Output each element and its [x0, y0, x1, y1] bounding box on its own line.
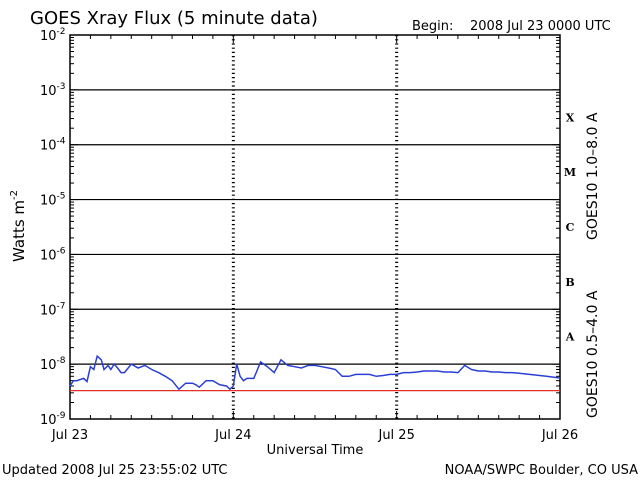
y-tick-exponent: -5	[57, 192, 66, 202]
grid-lines	[70, 35, 560, 419]
y-tick-exponent: -6	[57, 246, 66, 256]
flare-class-label: M	[564, 166, 576, 179]
begin-value: 2008 Jul 23 0000 UTC	[470, 19, 611, 34]
y-axis-label-exponent: -2	[9, 190, 20, 200]
y-tick-label: 10-6	[40, 246, 66, 263]
x-tick-label: Jul 23	[51, 428, 88, 443]
y-tick-exponent: -9	[57, 411, 66, 421]
flare-class-label: B	[565, 276, 574, 289]
y-tick-base: 10	[40, 248, 57, 263]
legend-short-channel: GOES10 0.5–4.0 A	[585, 290, 601, 418]
y-tick-label: 10-3	[40, 82, 66, 99]
x-tick-label: Jul 24	[214, 428, 251, 443]
y-tick-base: 10	[40, 84, 57, 99]
y-tick-base: 10	[40, 358, 57, 373]
x-tick-label: Jul 26	[541, 428, 578, 443]
flare-class-label: X	[566, 111, 575, 124]
y-tick-base: 10	[40, 139, 57, 154]
y-tick-base: 10	[40, 413, 57, 428]
begin-label: Begin:	[412, 19, 453, 34]
y-axis-label: Watts m-2	[9, 190, 28, 262]
y-tick-exponent: -3	[57, 82, 66, 92]
flare-class-label: A	[565, 331, 575, 344]
y-tick-base: 10	[40, 303, 57, 318]
updated-timestamp: Updated 2008 Jul 25 23:55:02 UTC	[2, 463, 227, 478]
y-tick-label: 10-2	[40, 27, 66, 44]
y-axis-label-text: Watts m	[10, 200, 28, 262]
x-axis-ticks: Jul 23 Jul 24 Jul 25 Jul 26	[51, 35, 578, 443]
y-tick-base: 10	[40, 29, 57, 44]
y-tick-exponent: -8	[57, 356, 66, 366]
y-tick-exponent: -2	[57, 27, 66, 37]
y-tick-label: 10-8	[40, 356, 66, 373]
legend-long-channel: GOES10 1.0–8.0 A	[585, 112, 601, 240]
flare-class-labels: A B C M X	[564, 111, 576, 343]
y-tick-label: 10-4	[40, 137, 66, 154]
y-tick-label: 10-5	[40, 192, 66, 209]
y-tick-label: 10-7	[40, 301, 66, 318]
y-tick-base: 10	[40, 194, 57, 209]
series-short-channel-line	[69, 354, 561, 391]
y-tick-exponent: -4	[57, 137, 66, 147]
credit-text: NOAA/SWPC Boulder, CO USA	[445, 463, 638, 478]
chart-title: GOES Xray Flux (5 minute data)	[30, 8, 318, 29]
y-tick-label: 10-9	[40, 411, 66, 428]
x-tick-label: Jul 25	[377, 428, 414, 443]
y-axis-ticks: 10-910-810-710-610-510-410-310-2	[40, 27, 560, 428]
flare-class-label: C	[566, 221, 575, 234]
plot-frame	[69, 34, 561, 420]
x-axis-label: Universal Time	[267, 443, 364, 458]
y-tick-exponent: -7	[57, 301, 66, 311]
